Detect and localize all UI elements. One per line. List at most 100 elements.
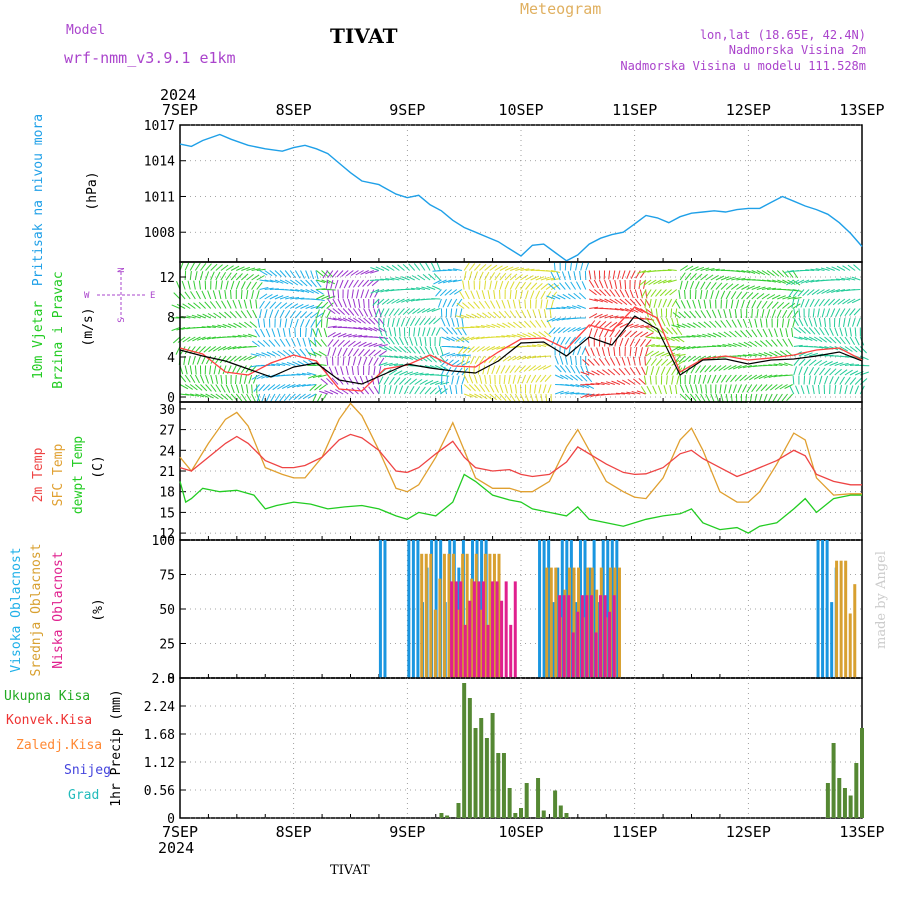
wind-barb [342, 317, 352, 323]
wind-barb [791, 328, 794, 338]
wind-barb [839, 369, 848, 376]
wind-barb [575, 384, 585, 388]
wind-barb [184, 384, 193, 390]
wind-barb [502, 322, 511, 328]
wind-barb [190, 393, 200, 397]
wind-barb [645, 332, 654, 338]
wind-barb [286, 361, 296, 366]
wind-barb [634, 331, 643, 338]
wind-barb [731, 270, 741, 273]
wind-barb [212, 290, 217, 300]
wind-barb [533, 365, 542, 371]
wind-barb [373, 343, 383, 347]
wind-barb [693, 374, 696, 384]
wind-barb [509, 384, 513, 394]
wind-barb [468, 384, 476, 392]
wind-barb [584, 347, 590, 357]
wind-barb [522, 332, 531, 338]
wind-barb [479, 384, 486, 393]
wind-barb [849, 370, 859, 376]
cloud-bar [438, 578, 442, 678]
wind-barb [282, 350, 291, 357]
wind-barb [619, 298, 628, 305]
cloud-bar [442, 553, 446, 678]
wind-barb [325, 279, 329, 289]
wind-barb [820, 267, 830, 271]
footer-station: TIVAT [330, 863, 370, 878]
wind-barb [394, 370, 403, 376]
wind-barb [755, 384, 763, 392]
wind-barb [758, 352, 768, 357]
wind-barb [638, 279, 647, 287]
wind-barb [829, 368, 837, 376]
wind-barb [378, 350, 387, 357]
wind-barb [577, 327, 586, 332]
wind-barb [375, 266, 385, 271]
wind-barb [525, 393, 530, 403]
cloud-bar [844, 560, 848, 678]
wind-barb [370, 270, 380, 274]
wind-barb [522, 355, 531, 360]
wind-barb [526, 355, 536, 359]
wind-barb [509, 281, 515, 290]
wind-barb [447, 268, 457, 271]
wind-barb [599, 298, 608, 303]
wind-barb [746, 384, 753, 393]
wind-barb [312, 393, 317, 403]
wind-ylabel-2: Brzina i Pravac [51, 271, 66, 388]
wind-barb [808, 327, 816, 335]
wind-barb [800, 279, 810, 284]
wind-barb [614, 329, 621, 338]
temp-2m-line [179, 433, 862, 486]
wind-barb [173, 292, 181, 300]
wind-barb [378, 362, 388, 366]
precip-bar [854, 763, 859, 818]
wind-barb [365, 270, 374, 275]
wind-barb [446, 359, 454, 366]
wind-barb [414, 386, 421, 395]
wind-barb [689, 384, 694, 394]
wind-barb [440, 366, 446, 376]
top-date-labels: 7SEP 8SEP 9SEP 10SEP 11SEP 12SEP 13SEP [162, 101, 885, 119]
wind-barb [310, 319, 316, 328]
wind-barb [551, 270, 561, 273]
wind-barb [509, 365, 516, 374]
wind-barb [220, 264, 229, 271]
wind-barb [246, 393, 252, 403]
wind-barb [486, 365, 491, 375]
wind-barb [393, 377, 401, 385]
wind-barb [779, 350, 788, 357]
wind-barb [816, 289, 825, 295]
wind-barb [340, 366, 344, 376]
wind-barb [853, 264, 861, 271]
wind-barb [607, 347, 611, 357]
wind-barb [352, 308, 359, 317]
wind-barb [316, 393, 322, 403]
precip-bar [524, 783, 529, 818]
wind-barb [295, 297, 305, 300]
wind-barb [382, 317, 385, 328]
wind-barb [487, 311, 496, 319]
wind-barb [742, 318, 748, 328]
wind-barb [463, 271, 467, 281]
wind-barb [793, 344, 803, 347]
cloud-bar [480, 540, 484, 678]
wind-barb [323, 328, 328, 338]
wind-barb [803, 352, 813, 357]
wind-barb [347, 340, 356, 347]
wind-barb [777, 295, 786, 300]
wind-barb [580, 374, 588, 382]
wind-barb [608, 270, 611, 280]
wind-barb [259, 287, 269, 290]
wind-barb [240, 281, 246, 290]
wind-barb [409, 371, 419, 376]
wind-barb [782, 270, 789, 278]
cloud-ytick-label: 75 [159, 569, 175, 584]
wind-barb [830, 308, 836, 317]
wind-barb [728, 365, 737, 371]
wind-barb [546, 295, 556, 300]
wind-barb [246, 290, 249, 300]
wind-barb [484, 264, 492, 271]
wind-barb [381, 298, 390, 305]
wind-barb [609, 289, 616, 297]
